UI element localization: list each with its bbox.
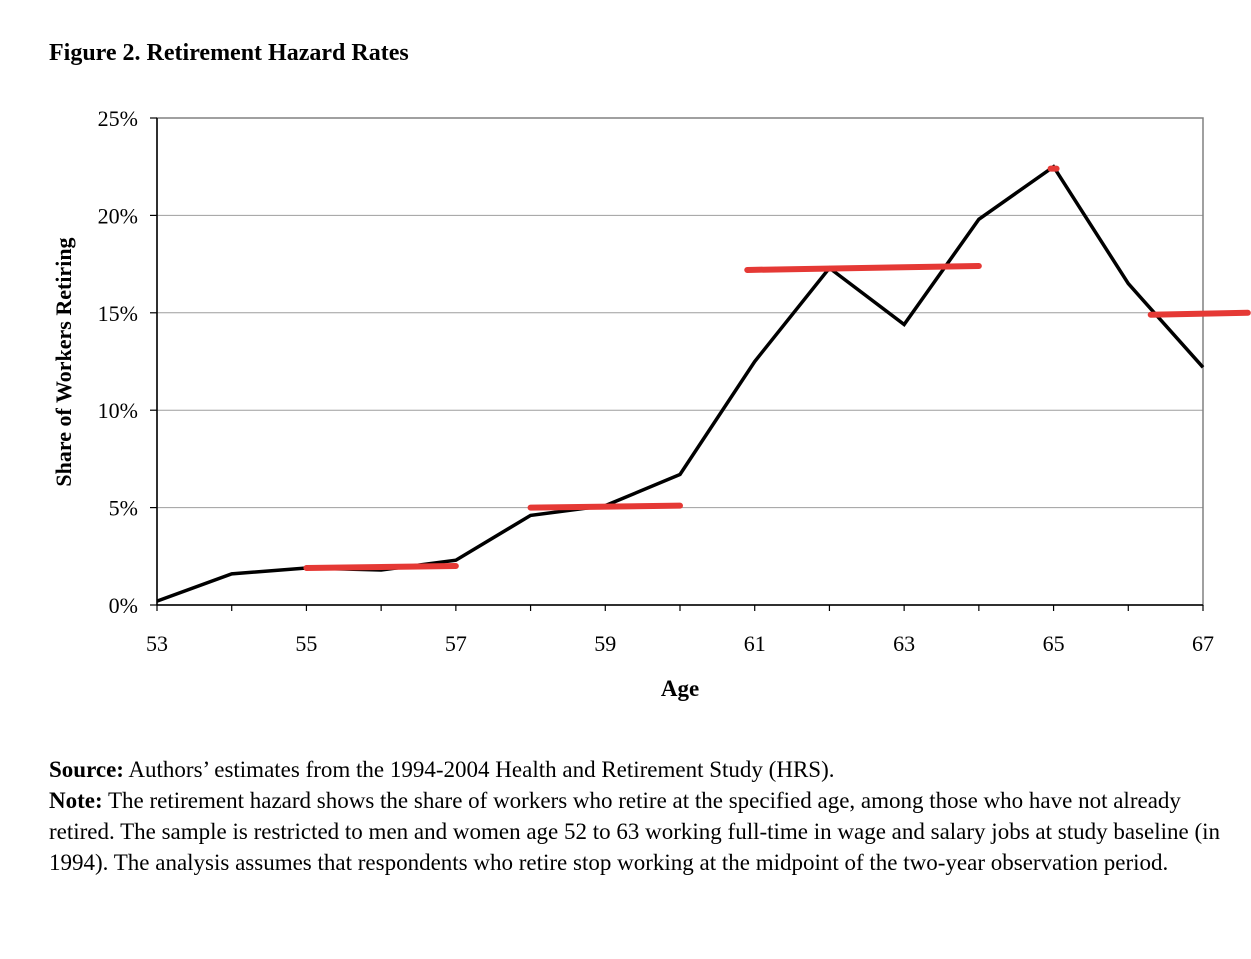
x-tick-label: 55 (295, 631, 317, 656)
x-tick-label: 61 (744, 631, 766, 656)
x-tick-label: 59 (594, 631, 616, 656)
x-tick-labels: 53 55 57 59 61 63 65 67 (146, 631, 1214, 656)
red-segment (303, 563, 459, 571)
y-tick-label: 15% (98, 301, 138, 326)
x-tick-label: 65 (1043, 631, 1065, 656)
y-tick-label: 20% (98, 203, 138, 228)
series (156, 164, 1205, 603)
x-tick-label: 57 (445, 631, 467, 656)
y-axis-label: Share of Workers Retiring (51, 237, 76, 486)
y-tick-label: 25% (98, 106, 138, 131)
red-segment (744, 263, 982, 273)
source-line: Source: Authors’ estimates from the 1994… (49, 754, 1244, 785)
y-tick-label: 10% (98, 398, 138, 423)
source-label: Source: (49, 757, 124, 782)
axes (150, 117, 1204, 611)
x-tick-label: 63 (893, 631, 915, 656)
source-text: Authors’ estimates from the 1994-2004 He… (123, 757, 835, 782)
note-paragraph: Note: The retirement hazard shows the sh… (49, 785, 1244, 878)
x-tick-label: 53 (146, 631, 168, 656)
plot-frame (156, 117, 1204, 606)
y-tick-label: 0% (109, 593, 138, 618)
red-segments (303, 165, 1251, 571)
figure-title: Figure 2. Retirement Hazard Rates (49, 40, 409, 66)
series-line (156, 164, 1205, 603)
x-axis-label: Age (661, 676, 699, 701)
figure-notes: Source: Authors’ estimates from the 1994… (49, 754, 1244, 878)
y-tick-labels: 0% 5% 10% 15% 20% 25% (98, 106, 138, 618)
red-segment (527, 502, 683, 511)
retirement-hazard-chart: 0% 5% 10% 15% 20% 25% 53 55 57 59 61 63 65 67 Age Sh… (51, 106, 1251, 701)
y-tick-label: 5% (109, 496, 138, 521)
x-tick-label: 67 (1192, 631, 1214, 656)
note-text: The retirement hazard shows the share of… (49, 788, 1220, 875)
note-label: Note: (49, 788, 103, 813)
red-segment (1147, 309, 1251, 318)
gridlines (157, 117, 1203, 509)
